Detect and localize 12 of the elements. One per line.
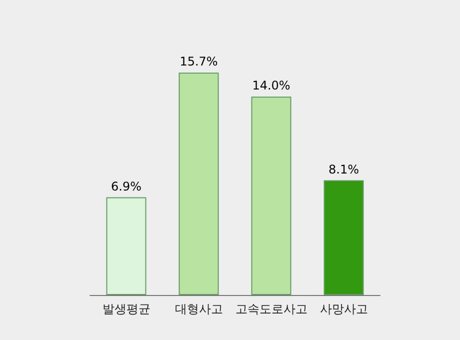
data-label: 15.7% [180, 54, 218, 69]
bar [106, 197, 146, 295]
bar [178, 72, 219, 295]
x-tick-label: 사망사고 [320, 302, 368, 316]
x-tick-label: 고속도로사고 [235, 302, 308, 316]
x-tick-label: 대형사고 [174, 302, 223, 316]
bar [324, 180, 364, 295]
bar [251, 96, 292, 295]
data-label: 14.0% [252, 78, 290, 93]
data-label: 6.9% [111, 179, 142, 194]
x-tick-label: 발생평균 [102, 302, 150, 316]
data-label: 8.1% [328, 162, 359, 176]
